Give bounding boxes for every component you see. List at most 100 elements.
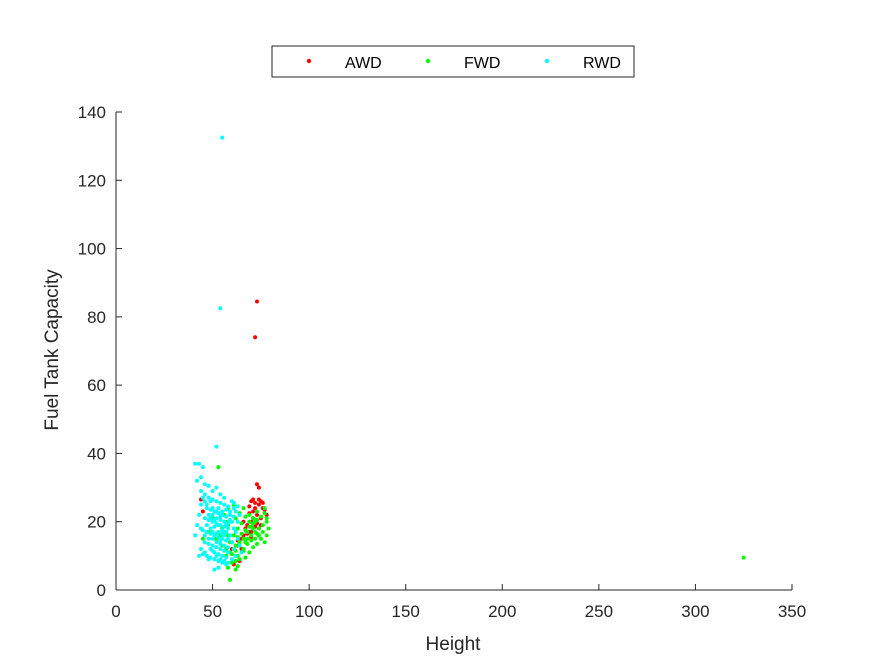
data-point xyxy=(260,523,265,528)
data-point xyxy=(222,502,227,507)
data-point xyxy=(210,543,215,548)
data-point xyxy=(228,577,232,582)
data-point xyxy=(229,557,234,562)
data-point xyxy=(253,536,258,541)
data-point xyxy=(222,519,227,524)
data-point xyxy=(266,526,271,531)
data-point xyxy=(243,555,248,560)
data-point xyxy=(220,509,225,514)
data-point xyxy=(228,509,232,514)
y-axis-title: Fuel Tank Capacity xyxy=(42,269,63,431)
x-tick-label: 150 xyxy=(392,602,420,621)
data-point xyxy=(226,536,230,541)
y-tick-label: 100 xyxy=(78,240,106,259)
data-point xyxy=(256,502,261,507)
data-point xyxy=(228,512,232,517)
data-point xyxy=(220,528,225,533)
y-tick-label: 40 xyxy=(87,444,106,463)
x-tick-label: 200 xyxy=(488,602,516,621)
data-point xyxy=(214,485,219,490)
data-point xyxy=(249,533,254,538)
data-point xyxy=(218,547,223,551)
data-point xyxy=(222,543,227,548)
data-point xyxy=(260,500,265,505)
data-point xyxy=(255,531,259,536)
data-point xyxy=(218,518,223,522)
data-point xyxy=(206,541,211,546)
data-point xyxy=(251,497,256,502)
data-point xyxy=(202,533,207,538)
data-point xyxy=(208,499,213,504)
data-point xyxy=(228,533,232,538)
data-point xyxy=(216,565,221,570)
data-point xyxy=(212,567,217,572)
data-point xyxy=(214,545,219,550)
data-point xyxy=(255,482,259,487)
x-tick-label: 350 xyxy=(778,602,806,621)
data-point xyxy=(220,135,225,140)
data-point xyxy=(229,560,234,565)
data-point xyxy=(220,553,225,558)
data-point xyxy=(226,565,230,570)
data-point xyxy=(199,526,203,531)
data-point xyxy=(235,504,240,509)
y-tick-label: 0 xyxy=(97,581,106,600)
data-point xyxy=(202,499,207,504)
data-point xyxy=(249,524,254,529)
data-point xyxy=(256,497,261,502)
data-point xyxy=(255,541,259,546)
x-tick-label: 100 xyxy=(295,602,323,621)
data-point xyxy=(253,335,258,340)
data-point xyxy=(249,538,254,543)
x-tick-label: 0 xyxy=(111,602,120,621)
data-point xyxy=(222,548,227,553)
x-tick-label: 250 xyxy=(585,602,613,621)
data-point xyxy=(237,557,242,562)
data-point xyxy=(218,306,223,311)
data-point xyxy=(235,519,240,524)
data-point xyxy=(214,444,219,449)
data-point xyxy=(212,524,217,529)
data-point xyxy=(197,553,202,558)
data-point xyxy=(214,509,219,514)
legend-marker-rwd xyxy=(544,58,550,64)
data-point xyxy=(218,514,223,519)
data-point xyxy=(233,567,238,572)
data-point xyxy=(204,502,209,507)
data-point xyxy=(241,536,246,541)
data-points xyxy=(193,135,746,582)
data-point xyxy=(210,530,215,534)
data-point xyxy=(241,506,246,511)
data-point xyxy=(231,514,236,519)
data-point xyxy=(200,495,205,500)
data-point xyxy=(216,506,221,511)
data-point xyxy=(253,500,258,505)
data-point xyxy=(208,516,213,521)
data-point xyxy=(229,540,234,545)
data-point xyxy=(235,536,240,541)
data-point xyxy=(202,492,207,497)
y-tick-label: 60 xyxy=(87,376,106,395)
data-point xyxy=(202,550,207,555)
data-point xyxy=(262,540,267,545)
y-tick-label: 140 xyxy=(78,103,106,122)
data-point xyxy=(245,541,250,546)
data-point xyxy=(218,541,223,546)
data-point xyxy=(231,533,236,538)
data-point xyxy=(222,533,227,538)
data-point xyxy=(235,526,240,531)
legend-label-awd: AWD xyxy=(345,55,382,72)
data-point xyxy=(200,536,205,541)
data-point xyxy=(206,512,211,517)
data-point xyxy=(262,511,267,516)
data-point xyxy=(231,547,236,551)
data-point xyxy=(204,530,209,534)
series-fwd xyxy=(200,465,746,582)
data-point xyxy=(243,514,248,519)
data-point xyxy=(258,514,263,519)
legend-label-rwd: RWD xyxy=(583,55,621,72)
data-point xyxy=(202,540,207,545)
data-point xyxy=(214,499,219,504)
